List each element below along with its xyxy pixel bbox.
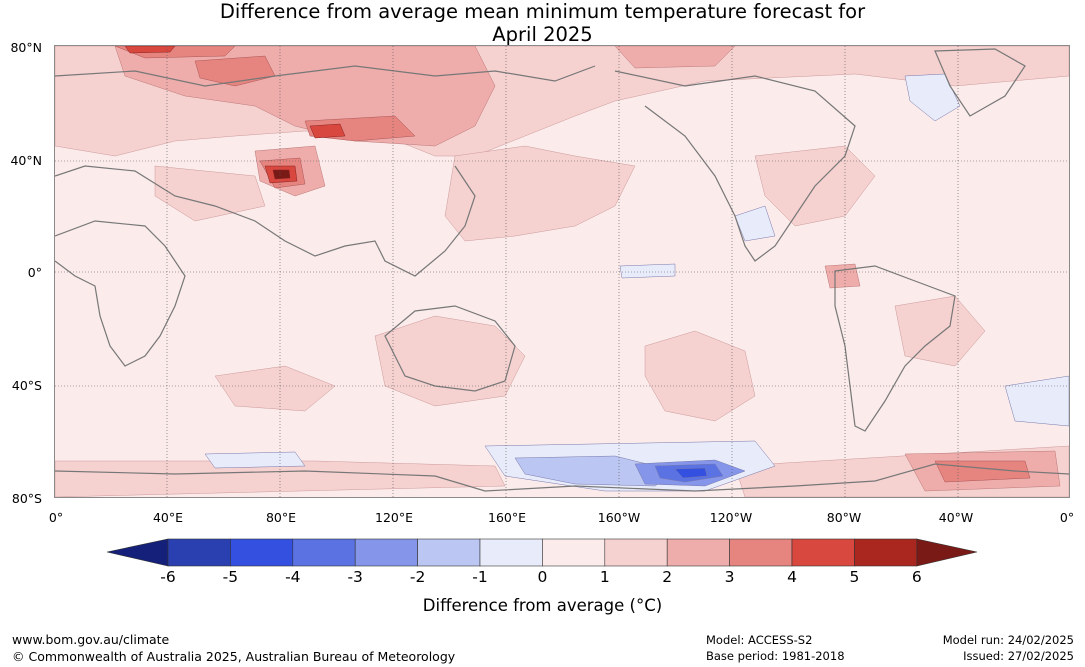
colorbar-tick-label: 3	[724, 568, 735, 586]
colorbar-bin	[230, 538, 294, 567]
colorbar-bin	[167, 538, 231, 567]
lon-label-80e: 80°E	[265, 510, 297, 525]
colorbar-bin	[417, 538, 481, 567]
colorbar-high-extension	[916, 538, 978, 567]
title-line-1: Difference from average mean minimum tem…	[219, 0, 866, 23]
colorbar-bin	[791, 538, 855, 567]
colorbar-bin	[354, 538, 418, 567]
lon-label-80w: 80°W	[826, 510, 862, 525]
map-title: Difference from average mean minimum tem…	[0, 0, 1085, 46]
footer-model-info: Model: ACCESS-S2 Base period: 1981-2018	[706, 632, 845, 664]
lat-label-80s: 80°S	[11, 491, 42, 506]
colorbar-bin	[666, 538, 730, 567]
colorbar-bin	[479, 538, 543, 567]
colorbar-tick-label: 0	[537, 568, 548, 586]
footer-left: www.bom.gov.au/climate © Commonwealth of…	[12, 631, 455, 665]
lon-label-160e: 160°E	[487, 510, 527, 525]
copyright-text: © Commonwealth of Australia 2025, Austra…	[12, 649, 456, 664]
colorbar-tick-label: -3	[347, 568, 363, 586]
colorbar-tick-label: 5	[849, 568, 860, 586]
base-period: Base period: 1981-2018	[706, 649, 845, 663]
model-name: Model: ACCESS-S2	[706, 633, 813, 647]
colorbar-tick-label: -4	[285, 568, 301, 586]
lon-label-120w: 120°W	[709, 510, 753, 525]
anomaly-cool-regions	[204, 73, 1069, 492]
colorbar-bin	[292, 538, 356, 567]
lon-label-40w: 40°W	[938, 510, 974, 525]
model-run-date: Model run: 24/02/2025	[942, 633, 1074, 647]
website-link[interactable]: www.bom.gov.au/climate	[12, 632, 170, 647]
lon-label-160w: 160°W	[597, 510, 641, 525]
colorbar-tick-label: 1	[599, 568, 610, 586]
colorbar-tick-label: 2	[662, 568, 673, 586]
colorbar-bin	[604, 538, 668, 567]
colorbar-bin	[854, 538, 918, 567]
colorbar-tick-label: -2	[409, 568, 426, 586]
coastlines	[55, 48, 1069, 492]
colorbar	[106, 538, 978, 567]
lat-label-40s: 40°S	[11, 378, 42, 393]
anomaly-1-2-regions	[55, 46, 1069, 497]
issued-date: Issued: 27/02/2025	[963, 649, 1074, 663]
colorbar-tick-label: -5	[222, 568, 239, 586]
lon-label-120e: 120°E	[374, 510, 414, 525]
anomaly-map	[54, 45, 1070, 498]
colorbar-bin	[729, 538, 793, 567]
gridlines	[55, 46, 1069, 497]
title-line-2: April 2025	[492, 23, 593, 46]
colorbar-title: Difference from average (°C)	[422, 596, 663, 615]
footer-dates: Model run: 24/02/2025 Issued: 27/02/2025	[943, 632, 1074, 664]
lon-label-0: 0°	[48, 510, 64, 525]
lon-label-0-end: 0°	[1059, 510, 1075, 525]
colorbar-low-extension	[106, 538, 169, 567]
colorbar-tick-label: -1	[472, 568, 488, 586]
lat-label-80n: 80°N	[10, 40, 42, 55]
anomaly-4-6-regions	[124, 46, 346, 184]
colorbar-tick-label: 4	[787, 568, 797, 586]
colorbar-bin	[542, 538, 606, 567]
lon-label-40e: 40°E	[152, 510, 184, 525]
colorbar-tick-label: -6	[160, 568, 176, 586]
lat-label-40n: 40°N	[10, 153, 42, 168]
lat-label-0: 0°	[27, 265, 42, 280]
map-graphics	[55, 46, 1069, 497]
colorbar-tick-label: 6	[911, 568, 922, 586]
